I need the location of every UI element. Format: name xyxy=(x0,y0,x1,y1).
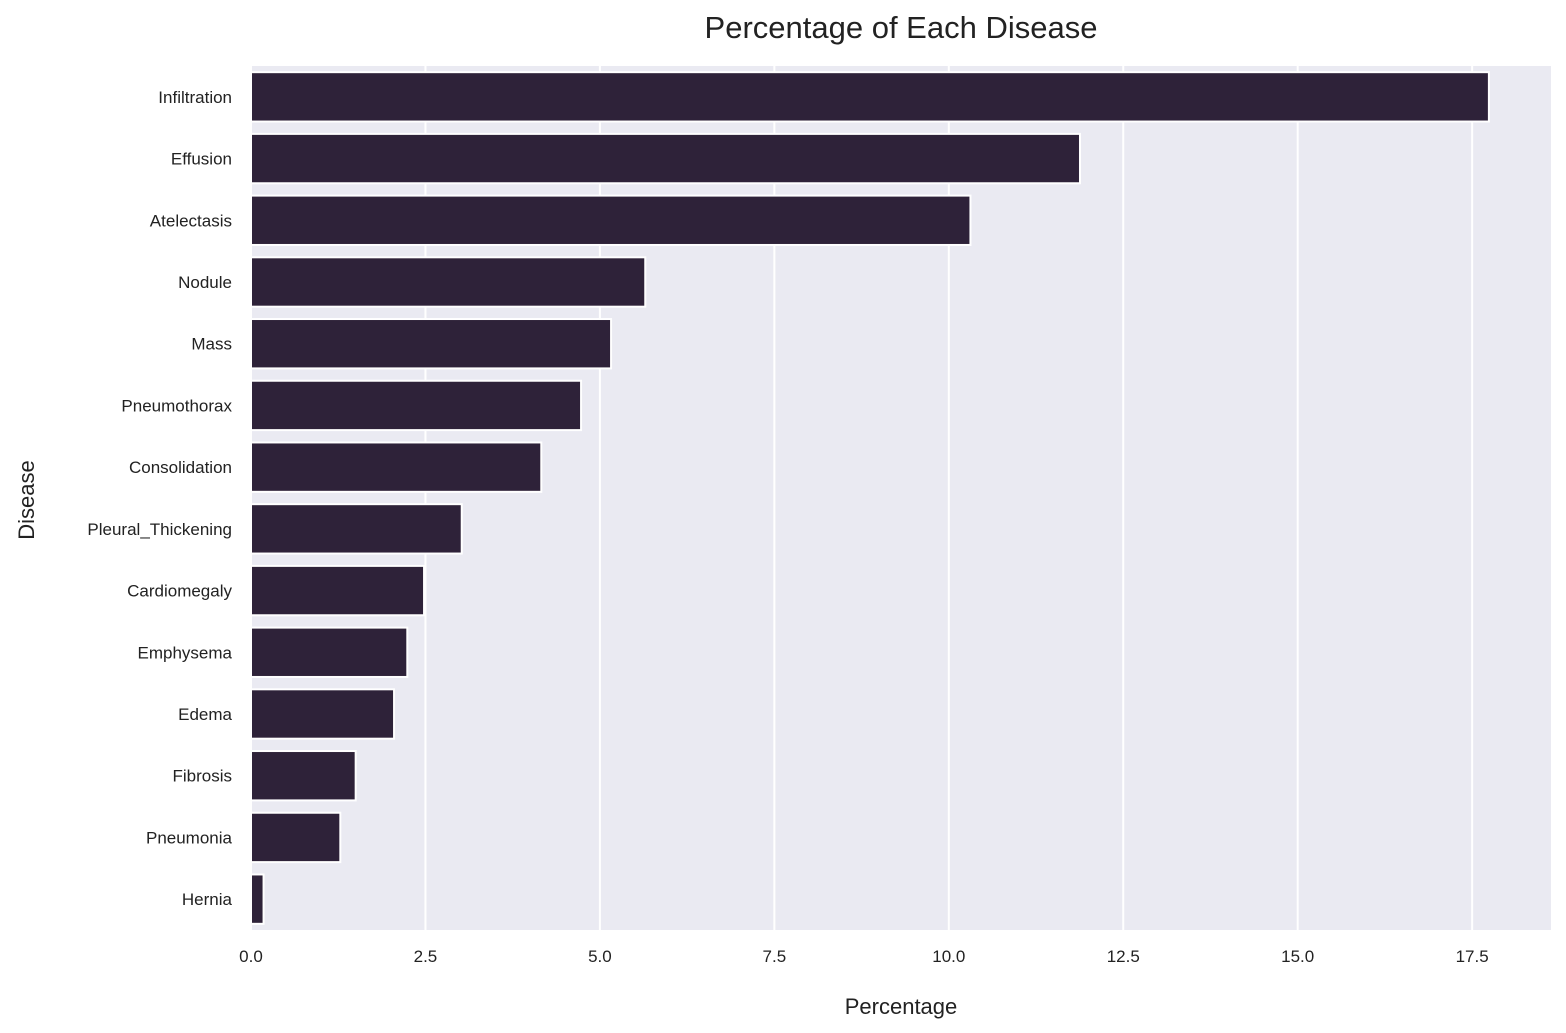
y-tick-label: Cardiomegaly xyxy=(127,582,232,601)
x-tick-label: 12.5 xyxy=(1107,947,1140,966)
bar-atelectasis xyxy=(250,194,972,246)
y-tick-label: Atelectasis xyxy=(150,211,232,230)
x-tick-label: 10.0 xyxy=(932,947,965,966)
bar-infiltration xyxy=(250,71,1490,123)
y-tick-label: Pneumothorax xyxy=(121,396,232,415)
y-tick-label: Effusion xyxy=(171,150,232,169)
y-tick-label: Hernia xyxy=(182,890,233,909)
y-axis-label: Disease xyxy=(14,460,39,539)
y-tick-label: Fibrosis xyxy=(172,767,232,786)
bar-fibrosis xyxy=(250,750,357,802)
y-tick-label: Consolidation xyxy=(129,458,232,477)
y-tick-label: Nodule xyxy=(178,273,232,292)
x-tick-label: 17.5 xyxy=(1456,947,1489,966)
x-tick-label: 7.5 xyxy=(763,947,787,966)
y-tick-label: Emphysema xyxy=(138,643,233,662)
y-tick-label: Edema xyxy=(178,705,232,724)
bar-nodule xyxy=(250,256,647,308)
bar-mass xyxy=(250,318,613,370)
bar-pleural-thickening xyxy=(250,503,463,555)
x-tick-label: 2.5 xyxy=(414,947,438,966)
x-tick-label: 0.0 xyxy=(239,947,263,966)
y-tick-label: Pleural_Thickening xyxy=(87,520,232,539)
x-axis-label: Percentage xyxy=(845,994,958,1019)
bar-emphysema xyxy=(250,626,409,678)
bar-pneumothorax xyxy=(250,379,583,432)
x-tick-labels: 0.0 2.5 5.0 7.5 10.0 12.5 15.0 17.5 xyxy=(239,947,1489,966)
bars xyxy=(250,71,1490,925)
bar-edema xyxy=(250,688,396,740)
y-tick-label: Infiltration xyxy=(158,88,232,107)
bar-cardiomegaly xyxy=(250,564,426,617)
bar-pneumonia xyxy=(250,811,342,864)
bar-hernia xyxy=(250,873,265,925)
chart-title: Percentage of Each Disease xyxy=(705,10,1098,45)
x-tick-label: 5.0 xyxy=(588,947,612,966)
bar-consolidation xyxy=(250,441,543,493)
y-tick-label: Pneumonia xyxy=(146,828,233,847)
y-tick-labels: Infiltration Effusion Atelectasis Nodule Mas… xyxy=(87,88,232,909)
y-tick-label: Mass xyxy=(191,335,232,354)
bar-effusion xyxy=(250,132,1081,185)
x-tick-label: 15.0 xyxy=(1281,947,1314,966)
